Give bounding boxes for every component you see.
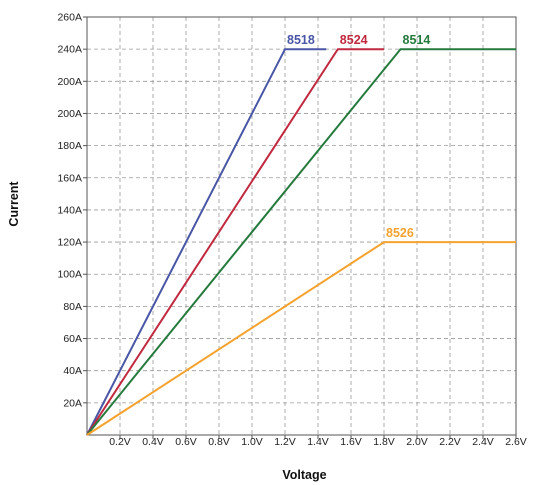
- series-layer: [86, 48, 516, 436]
- series-label-8526: 8526: [386, 226, 414, 240]
- x-tick-label: 0.4V: [142, 436, 164, 448]
- x-tick-label: 1.8V: [373, 436, 395, 448]
- x-tick-label: 0.6V: [175, 436, 197, 448]
- series-line-8518: [86, 48, 327, 436]
- y-tick-label: 200A: [57, 108, 82, 120]
- x-tick-label: 1.0V: [241, 436, 263, 448]
- series-line-8514: [86, 48, 516, 436]
- x-axis-title: Voltage: [282, 468, 326, 482]
- x-tick-label: 2.0V: [406, 436, 428, 448]
- x-tick-label: 1.2V: [274, 436, 296, 448]
- series-line-8526: [86, 241, 516, 436]
- y-axis-title: Current: [7, 181, 21, 227]
- series-labels: 8518 8524 8514 8526: [287, 33, 430, 240]
- y-tick-label: 200A: [57, 76, 82, 88]
- y-tick-label: 20A: [63, 397, 82, 409]
- y-tick-label: 80A: [63, 301, 82, 313]
- series-label-8518: 8518: [287, 33, 315, 47]
- y-tick-label: 160A: [57, 172, 82, 184]
- x-tick-label: 2.6V: [505, 436, 527, 448]
- x-tick-label: 2.2V: [439, 436, 461, 448]
- x-tick-label: 1.6V: [340, 436, 362, 448]
- x-tick-labels: 0.2V 0.4V 0.6V 0.8V 1.0V 1.2V 1.4V 1.6V 1.8V 2.0V…: [109, 435, 527, 448]
- y-tick-label: 60A: [63, 333, 82, 345]
- x-tick-label: 0.2V: [109, 436, 131, 448]
- x-tick-label: 0.8V: [208, 436, 230, 448]
- grid-layer: [87, 17, 516, 435]
- y-tick-label: 140A: [57, 204, 82, 216]
- x-tick-label: 1.4V: [307, 436, 329, 448]
- series-label-8514: 8514: [403, 33, 431, 47]
- y-tick-label: 100A: [57, 269, 82, 281]
- plot-frame: [86, 16, 517, 436]
- series-line-8524: [86, 48, 384, 436]
- x-tick-label: 2.4V: [472, 436, 494, 448]
- y-tick-label: 240A: [57, 44, 82, 56]
- y-tick-label: 40A: [63, 365, 82, 377]
- y-tick-label: 120A: [57, 237, 82, 249]
- y-tick-label: 260A: [57, 12, 82, 24]
- y-tick-labels: 20A 40A 60A 80A 100A 120A 140A 160A 180A 200A 200A…: [57, 12, 87, 409]
- series-label-8524: 8524: [340, 33, 368, 47]
- y-tick-label: 180A: [57, 140, 82, 152]
